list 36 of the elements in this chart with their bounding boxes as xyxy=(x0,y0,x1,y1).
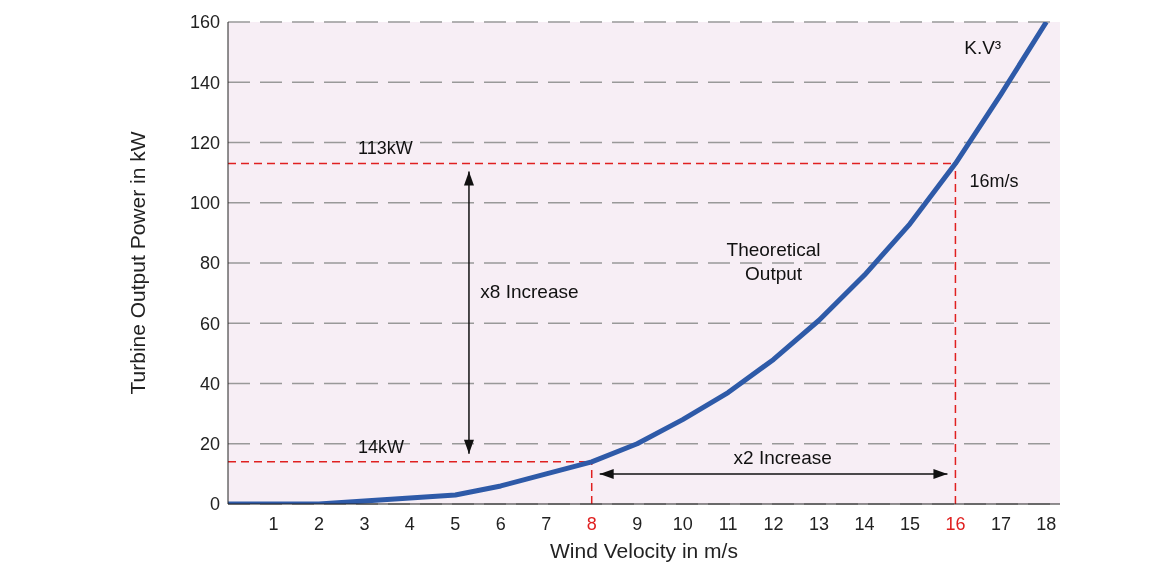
y-tick-label: 80 xyxy=(199,253,220,274)
y-tick-label: 20 xyxy=(199,434,220,455)
x-tick-label: 13 xyxy=(809,514,830,534)
x-tick-label: 3 xyxy=(359,514,370,534)
y-tick-label: 160 xyxy=(189,12,220,33)
x-tick-label: 6 xyxy=(495,514,506,534)
x-tick-label: 15 xyxy=(899,514,920,534)
annotation: x8 Increase xyxy=(480,281,579,303)
y-axis-title: Turbine Output Power in kW xyxy=(126,131,150,395)
x-tick-label: 18 xyxy=(1036,514,1057,534)
y-tick-label: 60 xyxy=(199,313,220,334)
x-tick-label: 5 xyxy=(450,514,461,534)
x-tick-label: 11 xyxy=(718,514,738,534)
x-tick-label: 8 xyxy=(586,514,597,534)
x-tick-label: 10 xyxy=(672,514,693,534)
annotation: K.V³ xyxy=(964,37,1002,59)
x-tick-label: 12 xyxy=(763,514,784,534)
x-axis-title: Wind Velocity in m/s xyxy=(550,539,738,562)
ref-line-label: 16m/s xyxy=(969,171,1019,192)
x-tick-label: 16 xyxy=(945,514,966,534)
y-tick-label: 40 xyxy=(199,373,220,394)
x-tick-label: 1 xyxy=(268,514,279,534)
x-tick-label: 2 xyxy=(313,514,324,534)
ref-line-label: 14kW xyxy=(358,436,405,457)
y-tick-label: 0 xyxy=(209,494,220,515)
ref-line-label: 113kW xyxy=(358,138,413,159)
y-tick-label: 100 xyxy=(189,193,220,214)
annotation: Theoretical Output xyxy=(726,239,821,285)
x-tick-label: 17 xyxy=(990,514,1011,534)
x-tick-label: 9 xyxy=(632,514,643,534)
y-tick-label: 140 xyxy=(189,72,220,93)
x-tick-label: 14 xyxy=(854,514,875,534)
x-tick-label: 7 xyxy=(541,514,552,534)
x-tick-label: 4 xyxy=(404,514,415,534)
annotation: x2 Increase xyxy=(733,446,832,468)
y-tick-label: 120 xyxy=(189,132,220,153)
